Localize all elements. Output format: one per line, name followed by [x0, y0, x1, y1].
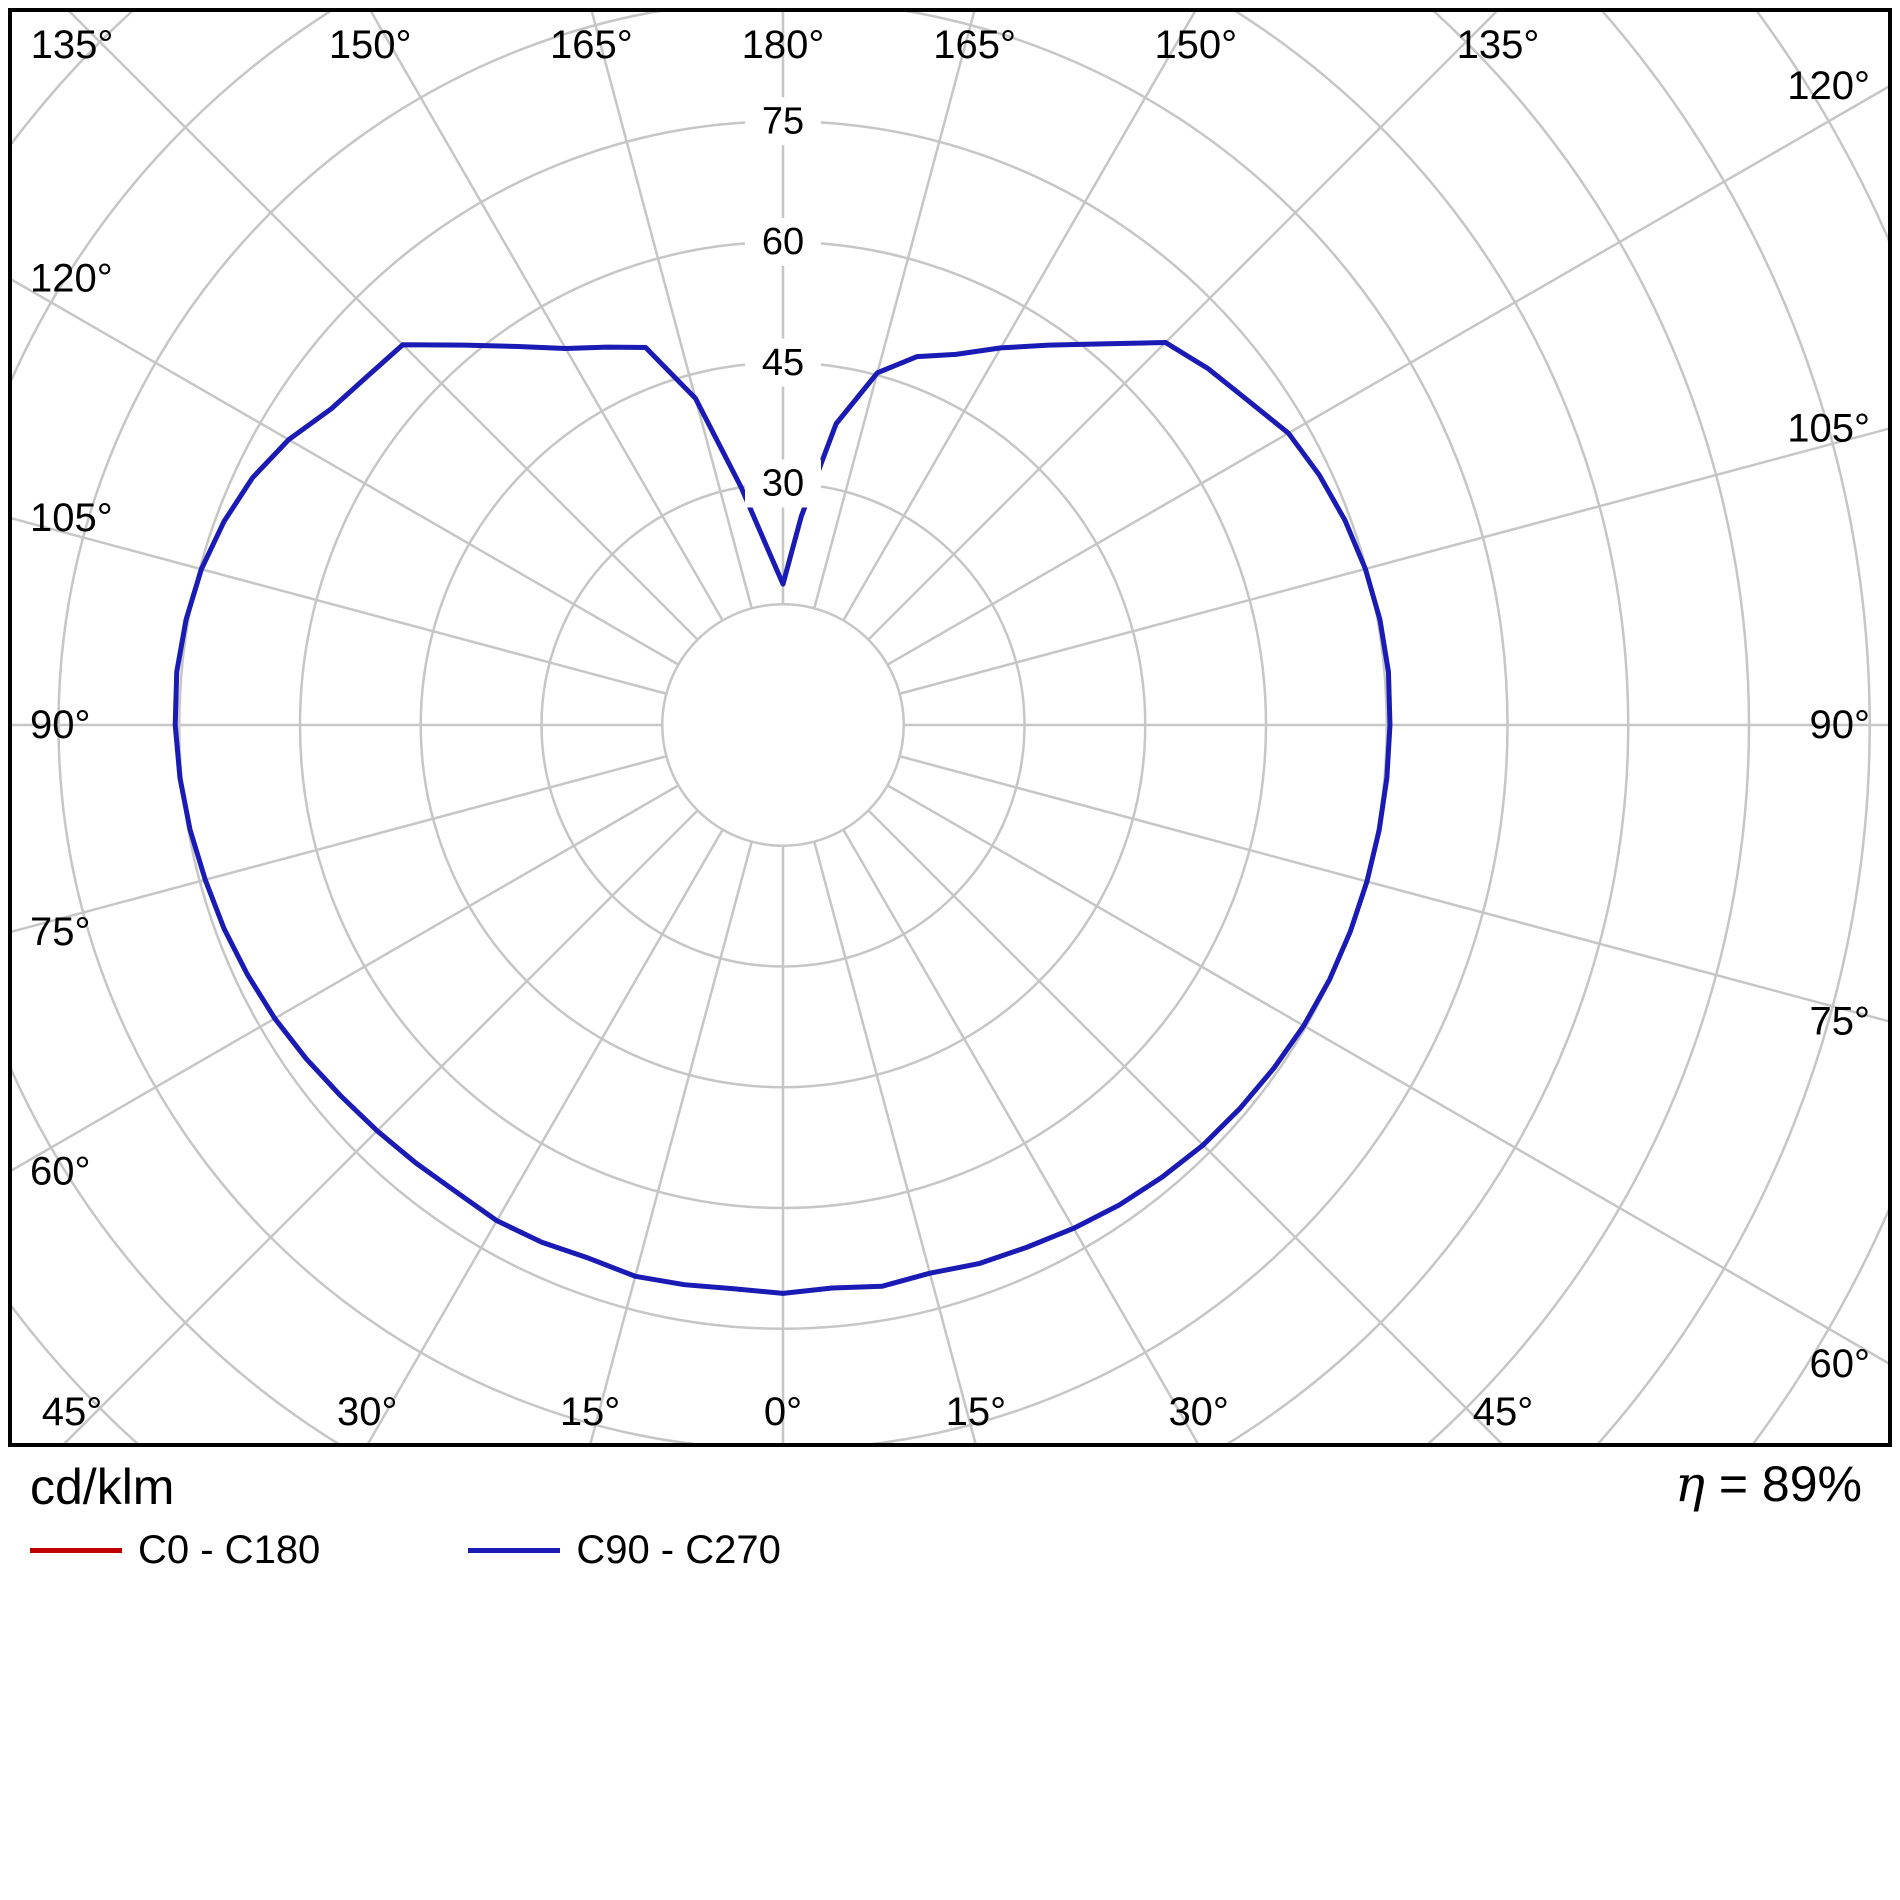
units-label: cd/klm — [30, 1459, 175, 1515]
angle-label: 120° — [1787, 64, 1870, 108]
angle-label: 30° — [1168, 1390, 1229, 1434]
efficiency-label: η = 89% — [1675, 1455, 1862, 1513]
eta-symbol: η — [1674, 1455, 1705, 1513]
angle-label: 15° — [560, 1390, 621, 1434]
c0-c180-line-swatch — [30, 1548, 122, 1553]
angle-label: 90° — [30, 703, 91, 747]
radial-tick-label: 75 — [762, 100, 804, 142]
radial-tick-label: 60 — [762, 221, 804, 263]
legend: C0 - C180 C90 - C270 — [30, 1528, 781, 1573]
angle-label: 135° — [31, 23, 114, 67]
angle-label: 60° — [30, 1149, 91, 1193]
angle-label: 150° — [1154, 23, 1237, 67]
angle-label: 45° — [42, 1390, 103, 1434]
legend-label-c0-c180: C0 - C180 — [138, 1528, 321, 1572]
angle-label: 120° — [30, 257, 113, 301]
angle-label: 90° — [1810, 703, 1871, 747]
angle-label: 150° — [329, 23, 412, 67]
angle-label: 0° — [764, 1390, 802, 1434]
legend-item-c90-c270: C90 - C270 — [468, 1528, 781, 1573]
angle-label: 180° — [742, 23, 825, 67]
angle-label: 135° — [1457, 23, 1540, 67]
c90-c270-line-swatch — [468, 1548, 561, 1553]
angle-label: 45° — [1473, 1390, 1534, 1434]
radial-tick-label: 45 — [762, 342, 804, 384]
angle-label: 15° — [946, 1390, 1007, 1434]
radial-tick-label: 30 — [762, 463, 804, 505]
angle-label: 165° — [933, 23, 1016, 67]
angle-label: 165° — [550, 23, 633, 67]
angle-label: 75° — [30, 910, 91, 954]
chart-border — [8, 8, 1892, 1447]
angle-label: 75° — [1810, 1000, 1871, 1044]
angle-label: 30° — [337, 1390, 398, 1434]
eta-value: = 89% — [1704, 1456, 1862, 1512]
legend-label-c90-c270: C90 - C270 — [576, 1528, 781, 1572]
angle-label: 105° — [1787, 406, 1870, 450]
angle-label: 60° — [1810, 1342, 1871, 1386]
angle-label: 105° — [30, 496, 113, 540]
legend-item-c0-c180: C0 - C180 — [30, 1528, 320, 1573]
c90-c270-curve — [172, 339, 1393, 1296]
